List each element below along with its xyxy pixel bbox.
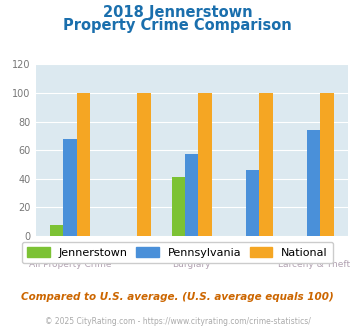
- Bar: [198, 93, 212, 236]
- Bar: [320, 93, 334, 236]
- Text: Compared to U.S. average. (U.S. average equals 100): Compared to U.S. average. (U.S. average …: [21, 292, 334, 302]
- Bar: [63, 139, 77, 236]
- Text: Motor Vehicle Theft: Motor Vehicle Theft: [209, 246, 297, 255]
- Text: Property Crime Comparison: Property Crime Comparison: [63, 18, 292, 33]
- Bar: [307, 130, 320, 236]
- Text: © 2025 CityRating.com - https://www.cityrating.com/crime-statistics/: © 2025 CityRating.com - https://www.city…: [45, 317, 310, 326]
- Bar: [77, 93, 90, 236]
- Bar: [260, 93, 273, 236]
- Legend: Jennerstown, Pennsylvania, National: Jennerstown, Pennsylvania, National: [22, 242, 333, 263]
- Bar: [246, 170, 260, 236]
- Text: 2018 Jennerstown: 2018 Jennerstown: [103, 5, 252, 20]
- Text: Arson: Arson: [118, 246, 144, 255]
- Bar: [137, 93, 151, 236]
- Bar: [185, 154, 198, 236]
- Text: Larceny & Theft: Larceny & Theft: [278, 260, 350, 269]
- Bar: [171, 177, 185, 236]
- Text: Burglary: Burglary: [173, 260, 211, 269]
- Text: All Property Crime: All Property Crime: [28, 260, 111, 269]
- Bar: [50, 224, 63, 236]
